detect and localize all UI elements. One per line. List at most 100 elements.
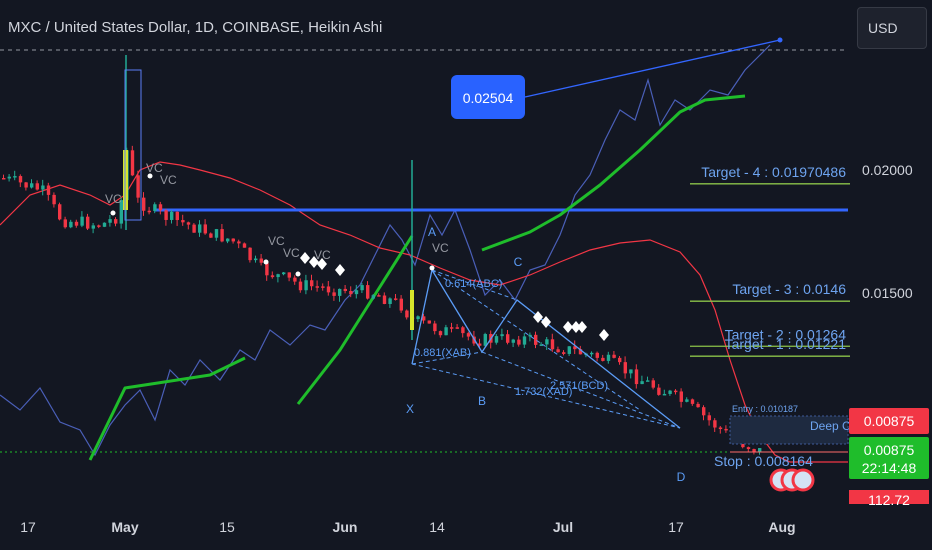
vc-dot	[429, 265, 435, 271]
candle-body	[114, 219, 118, 224]
harmonic-dashed-2	[481, 351, 681, 429]
candle-body	[758, 448, 762, 453]
currency-button[interactable]: USD	[857, 7, 927, 49]
candle-body	[46, 185, 51, 195]
candle-body	[556, 349, 560, 353]
candle-body	[651, 380, 655, 388]
x-tick-label: Jul	[553, 519, 573, 535]
candle-body	[646, 380, 650, 382]
candle-body	[618, 357, 622, 363]
price-tag-partial-text: 112.72	[868, 492, 910, 508]
candle-body	[214, 229, 219, 238]
x-tick-label: 17	[20, 519, 36, 535]
target-label-2: Target - 2 : 0.01264	[725, 326, 847, 342]
candle-body	[86, 216, 90, 229]
candle-body	[270, 275, 275, 278]
candle-body	[259, 258, 263, 263]
vc-dot	[295, 271, 301, 277]
harmonic-point-x: X	[406, 402, 414, 416]
price-tag-partial	[849, 490, 929, 504]
candle-body	[326, 286, 331, 293]
candle-body	[158, 204, 163, 211]
candle-body	[248, 247, 252, 261]
price-tag-green	[849, 437, 929, 479]
vc-label: VC	[432, 241, 449, 255]
ratio-label: 0.614(ABC)	[445, 278, 502, 290]
x-tick-label: 14	[429, 519, 445, 535]
candle-body	[41, 185, 45, 190]
candle-body	[242, 243, 247, 248]
candle-body	[634, 369, 639, 385]
price-callout-text: 0.02504	[463, 90, 514, 106]
vc-label: VC	[268, 234, 285, 248]
candle-body	[147, 210, 151, 213]
candle-body	[752, 449, 756, 453]
harmonic-point-c: C	[514, 255, 523, 269]
candle-body	[696, 403, 700, 408]
candle-body	[422, 316, 426, 321]
grid-layer	[0, 49, 848, 453]
candle-body	[69, 221, 73, 228]
annotations: X A B C D 0.614(ABC) 0.881(XAB) 1.732(XAD)2.571…	[105, 75, 855, 492]
candle-body	[500, 334, 504, 337]
candle-body	[220, 229, 224, 242]
candle-body	[102, 222, 107, 227]
candle-body	[382, 295, 387, 304]
candle-body	[433, 323, 437, 332]
candle-body	[444, 327, 448, 336]
candle-body	[511, 339, 515, 343]
candle-body	[483, 334, 487, 346]
candle-body	[30, 183, 34, 188]
vc-label: VC	[146, 161, 163, 175]
ratio-label: 0.881(XAB)	[414, 347, 471, 359]
candle-body	[578, 349, 583, 355]
harmonic-point-a: A	[428, 225, 436, 239]
candle-body	[718, 427, 723, 430]
candle-body	[377, 295, 381, 297]
candle-body	[24, 182, 28, 188]
candle-body	[466, 333, 471, 337]
candle-body	[332, 292, 336, 296]
candle-body	[528, 334, 532, 337]
callout-end-point	[777, 37, 783, 43]
price-callout-box	[451, 75, 525, 119]
candle-body	[601, 357, 605, 361]
x-tick-label: 17	[668, 519, 684, 535]
candle-body	[388, 298, 392, 304]
vc-label: VC	[105, 192, 122, 206]
candle-body	[685, 399, 689, 402]
candle-body	[702, 407, 706, 416]
vc-label: VC	[283, 246, 300, 260]
candle-body	[231, 238, 235, 242]
candle-body	[63, 219, 67, 228]
candle-body	[539, 344, 543, 346]
candle-body	[58, 204, 62, 220]
vc-dot	[147, 173, 153, 179]
candle-body	[623, 362, 627, 374]
candle-body	[282, 272, 286, 275]
candle-body	[91, 225, 95, 229]
candle-body	[573, 346, 577, 350]
harmonic-dashed-1	[431, 269, 518, 301]
price-tag-red-text: 0.00875	[864, 413, 915, 429]
signal-diamond	[541, 316, 551, 328]
candle-body	[35, 183, 39, 190]
candle-body	[13, 176, 17, 178]
vc-dot	[263, 259, 269, 265]
candle-body	[522, 336, 527, 345]
candle-body	[455, 327, 459, 329]
candle-body	[142, 197, 146, 211]
signal-diamond	[577, 321, 587, 333]
candles	[2, 55, 762, 455]
countdown-text: 22:14:48	[862, 460, 917, 476]
target-label-3: Target - 3 : 0.0146	[732, 281, 846, 297]
candle-body	[478, 343, 482, 346]
candle-body	[360, 285, 364, 291]
candle-body	[321, 286, 325, 288]
candle-body	[97, 225, 101, 227]
chart-title: MXC / United States Dollar, 1D, COINBASE…	[8, 19, 383, 36]
candle-body	[724, 428, 728, 431]
candle-body	[80, 216, 84, 226]
ratio-label: 2.571(BCD)	[550, 380, 608, 392]
